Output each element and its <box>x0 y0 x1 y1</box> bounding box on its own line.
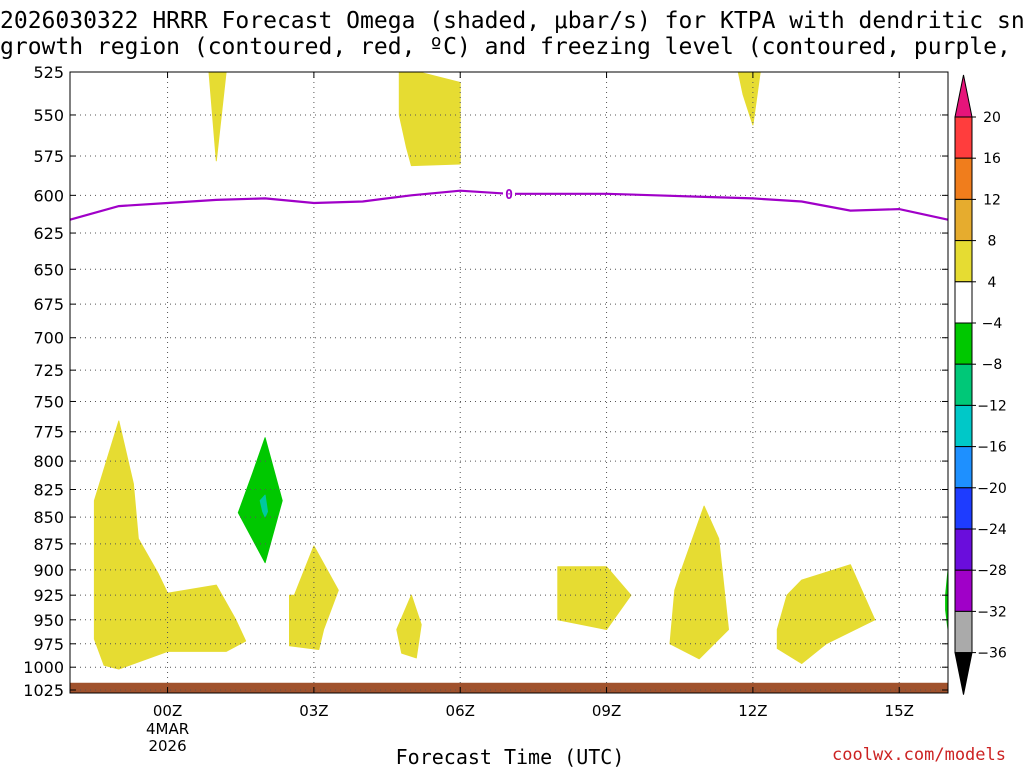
y-tick-label: 875 <box>33 535 64 554</box>
colorbar-label: −32 <box>977 604 1007 620</box>
y-tick-label: 1025 <box>23 681 64 700</box>
plot-frame <box>69 71 949 694</box>
y-axis: 525 550 575 600 625 650 675 700 725 750 775 800 825 8… <box>23 63 948 700</box>
colorbar-swatch <box>954 404 973 448</box>
omega-pos-upper-12z <box>737 72 761 126</box>
y-tick-label: 725 <box>33 361 64 380</box>
colorbar-top-arrow <box>954 74 973 118</box>
omega-pos-low-08z <box>557 566 632 630</box>
colorbar-swatch <box>954 446 973 489</box>
colorbar-swatch <box>954 240 973 283</box>
colorbar-bottom-arrow <box>954 652 973 695</box>
omega-pos-low-left <box>93 420 247 670</box>
y-tick-label: 975 <box>33 635 64 654</box>
omega-pos-low-13z <box>776 564 876 664</box>
colorbar-label: 20 <box>983 110 1001 126</box>
y-tick-label: 575 <box>33 147 64 166</box>
x-tick-label: 03Z <box>299 702 328 720</box>
freezing-level-label: 0 <box>505 188 513 203</box>
credit-link[interactable]: coolwx.com/models <box>832 745 1006 765</box>
y-tick-label: 950 <box>33 611 64 630</box>
colorbar-swatch <box>954 116 973 159</box>
surface-fill <box>70 682 948 693</box>
colorbar-swatch <box>954 157 973 200</box>
omega-pos-upper-01z <box>208 72 227 162</box>
omega-neg-cyan-02z <box>259 494 268 518</box>
colorbar-label: −8 <box>982 357 1003 373</box>
y-tick-label: 525 <box>33 63 64 82</box>
colorbar-swatch <box>954 281 973 324</box>
x-tick-label: 09Z <box>592 702 621 720</box>
shaded-regions <box>93 72 948 670</box>
chart-title-line-1: 2026030322 HRRR Forecast Omega (shaded, … <box>0 8 1024 34</box>
colorbar-label: −36 <box>977 646 1007 662</box>
colorbar-swatch <box>954 363 973 406</box>
x-tick-label: 00Z <box>153 702 182 720</box>
colorbar-swatch <box>954 198 973 242</box>
colorbar-label: −24 <box>977 522 1007 538</box>
x-tick-label: 06Z <box>446 702 475 720</box>
y-tick-label: 550 <box>33 106 64 125</box>
y-tick-label: 775 <box>33 423 64 442</box>
x-date-label: 2026 <box>148 737 186 755</box>
chart-title-line-2: growth region (contoured, red, ºC) and f… <box>0 34 1024 60</box>
y-tick-label: 750 <box>33 392 64 411</box>
colorbar-swatch <box>954 528 973 571</box>
colorbar: 20 16 12 8 4 −4 −8 −12 −16 −20 −24 −28 −32 −36 <box>954 74 1007 695</box>
colorbar-label: −16 <box>977 440 1007 456</box>
y-tick-label: 700 <box>33 329 64 348</box>
grid-lines <box>70 71 948 693</box>
colorbar-label: −4 <box>982 316 1003 332</box>
y-tick-label: 825 <box>33 480 64 499</box>
y-tick-label: 600 <box>33 186 64 205</box>
x-tick-label: 12Z <box>738 702 767 720</box>
colorbar-swatch <box>954 322 973 365</box>
surface-band <box>70 682 948 693</box>
colorbar-swatch <box>954 487 973 530</box>
y-tick-label: 675 <box>33 295 64 314</box>
omega-pos-low-11z <box>669 505 729 660</box>
y-tick-label: 650 <box>33 260 64 279</box>
omega-pos-low-05z <box>396 594 422 659</box>
colorbar-label: −20 <box>977 481 1007 497</box>
omega-neg-green-16z <box>945 569 948 630</box>
y-tick-label: 900 <box>33 561 64 580</box>
colorbar-label: 12 <box>983 192 1001 208</box>
x-date-label: 4MAR <box>146 720 189 738</box>
colorbar-swatch <box>954 610 973 654</box>
colorbar-label: −28 <box>977 563 1007 579</box>
y-tick-label: 925 <box>33 586 64 605</box>
y-tick-label: 625 <box>33 224 64 243</box>
x-axis-title: Forecast Time (UTC) <box>395 745 625 769</box>
freezing-level-label-bg <box>503 186 515 201</box>
colorbar-label: 4 <box>988 275 997 291</box>
colorbar-label: −12 <box>977 398 1007 414</box>
y-tick-label: 800 <box>33 452 64 471</box>
y-tick-label: 1000 <box>23 658 64 677</box>
colorbar-swatch <box>954 569 973 612</box>
colorbar-label: 8 <box>988 234 997 250</box>
colorbar-label: 16 <box>983 151 1001 167</box>
freezing-level-group: 0 <box>69 186 949 221</box>
omega-pos-upper-05z <box>398 72 461 167</box>
y-tick-label: 850 <box>33 508 64 527</box>
x-tick-label: 15Z <box>885 702 914 720</box>
